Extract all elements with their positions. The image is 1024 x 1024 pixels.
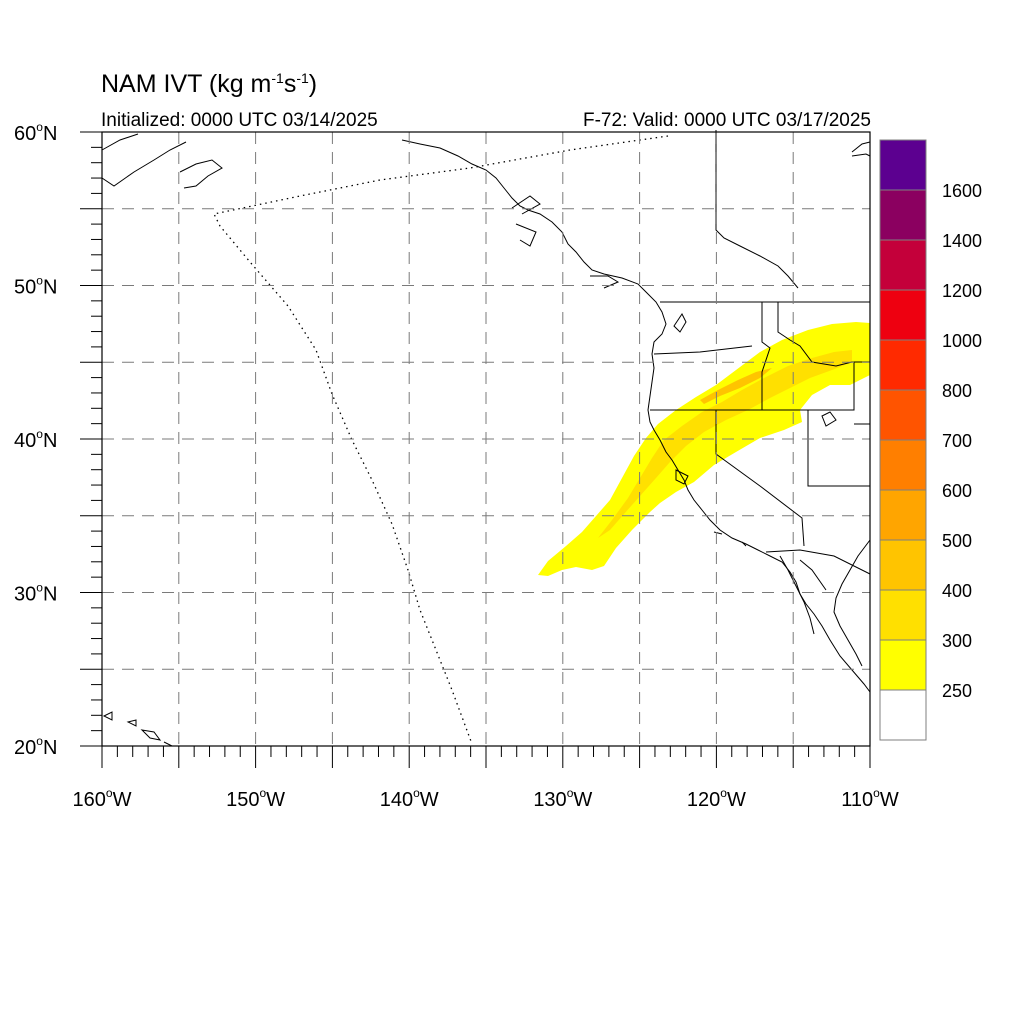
colorbar-swatch (879, 489, 927, 541)
lat-label: 60oN (14, 120, 57, 145)
colorbar-label: 400 (942, 581, 972, 601)
axis-ticks (80, 131, 871, 768)
lat-label: 30oN (14, 581, 57, 606)
longitude-labels: 160oW 150oW 140oW 130oW 120oW 110oW (73, 786, 899, 811)
colorbar-swatch (879, 589, 927, 641)
lon-label: 150oW (226, 786, 285, 811)
initialized-time: Initialized: 0000 UTC 03/14/2025 (101, 110, 378, 131)
lat-label: 40oN (14, 427, 57, 452)
ivt-300-400 (598, 350, 852, 538)
colorbar-swatch (879, 239, 927, 291)
lon-label: 110oW (841, 786, 899, 811)
colorbar-swatch (879, 539, 927, 591)
colorbar-label: 1000 (942, 331, 982, 351)
colorbar-label: 1600 (942, 181, 982, 201)
valid-time: F-72: Valid: 0000 UTC 03/17/2025 (583, 110, 871, 131)
colorbar-label: 500 (942, 531, 972, 551)
colorbar: 250 300 400 500 600 700 800 1000 1200 1400 1600 (879, 139, 982, 741)
lon-label: 140oW (380, 786, 439, 811)
colorbar-label: 700 (942, 431, 972, 451)
colorbar-swatch (879, 139, 927, 191)
lon-label: 160oW (73, 786, 132, 811)
colorbar-swatch (879, 339, 927, 391)
lat-label: 50oN (14, 274, 57, 299)
colorbar-swatch (879, 439, 927, 491)
colorbar-label: 1200 (942, 281, 982, 301)
colorbar-swatch (879, 689, 927, 741)
colorbar-label: 250 (942, 681, 972, 701)
colorbar-label: 300 (942, 631, 972, 651)
ivt-shading (538, 322, 870, 576)
colorbar-swatch (879, 639, 927, 691)
ivt-400-500 (700, 368, 772, 404)
latitude-labels: 60oN 50oN 40oN 30oN 20oN (14, 120, 57, 759)
chart-title: NAM IVT (kg m-1s-1) (101, 70, 318, 98)
lon-label: 120oW (687, 786, 746, 811)
colorbar-label: 800 (942, 381, 972, 401)
fir-boundary-dotted (213, 135, 669, 745)
colorbar-label: 1400 (942, 231, 982, 251)
colorbar-swatch (879, 289, 927, 341)
lat-label: 20oN (14, 734, 57, 759)
lon-label: 130oW (533, 786, 592, 811)
graticule (102, 132, 870, 746)
colorbar-label: 600 (942, 481, 972, 501)
colorbar-swatch (879, 189, 927, 241)
colorbar-swatch (879, 389, 927, 441)
